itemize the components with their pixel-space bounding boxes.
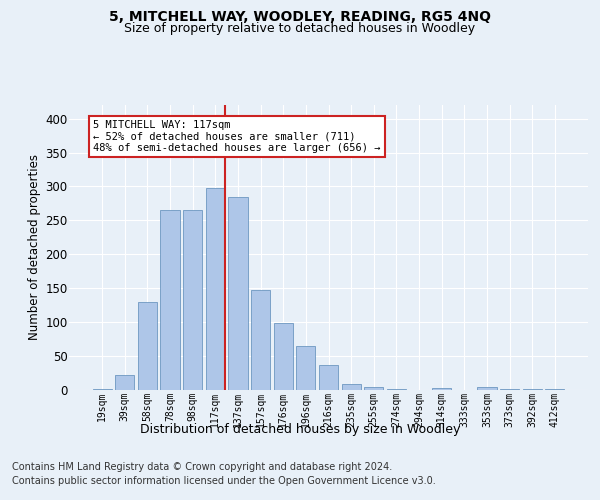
Bar bbox=[160, 210, 180, 390]
Bar bbox=[229, 196, 248, 390]
Y-axis label: Number of detached properties: Number of detached properties bbox=[28, 154, 41, 340]
Text: Contains HM Land Registry data © Crown copyright and database right 2024.: Contains HM Land Registry data © Crown c… bbox=[12, 462, 392, 472]
Bar bbox=[251, 290, 270, 390]
Text: Contains public sector information licensed under the Open Government Licence v3: Contains public sector information licen… bbox=[12, 476, 436, 486]
Bar bbox=[319, 365, 338, 390]
Bar bbox=[274, 323, 293, 390]
Bar bbox=[477, 386, 497, 390]
Text: 5 MITCHELL WAY: 117sqm
← 52% of detached houses are smaller (711)
48% of semi-de: 5 MITCHELL WAY: 117sqm ← 52% of detached… bbox=[93, 120, 380, 153]
Text: Size of property relative to detached houses in Woodley: Size of property relative to detached ho… bbox=[124, 22, 476, 35]
Text: 5, MITCHELL WAY, WOODLEY, READING, RG5 4NQ: 5, MITCHELL WAY, WOODLEY, READING, RG5 4… bbox=[109, 10, 491, 24]
Bar bbox=[364, 386, 383, 390]
Bar bbox=[138, 302, 157, 390]
Bar bbox=[387, 388, 406, 390]
Bar bbox=[206, 188, 225, 390]
Bar bbox=[500, 388, 519, 390]
Bar bbox=[92, 388, 112, 390]
Bar bbox=[296, 346, 316, 390]
Bar bbox=[545, 388, 565, 390]
Bar bbox=[115, 375, 134, 390]
Bar bbox=[432, 388, 451, 390]
Bar bbox=[183, 210, 202, 390]
Bar bbox=[341, 384, 361, 390]
Text: Distribution of detached houses by size in Woodley: Distribution of detached houses by size … bbox=[140, 422, 460, 436]
